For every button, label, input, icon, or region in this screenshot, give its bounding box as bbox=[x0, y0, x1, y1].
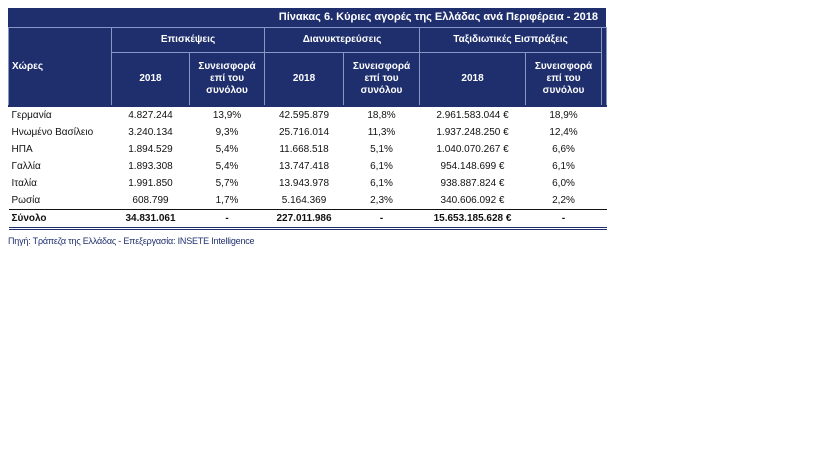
visits-cell: 1.894.529 bbox=[128, 144, 173, 155]
visits-cell: 1.893.308 bbox=[128, 161, 173, 172]
table-row: Ρωσία 608.799 1,7% 5.164.369 2,3% 340.60… bbox=[9, 192, 607, 210]
receipts-share-cell: 12,4% bbox=[549, 127, 578, 138]
receipts-year-header: 2018 bbox=[419, 52, 527, 107]
country-cell: Ιταλία bbox=[11, 178, 37, 189]
nights-share-cell: 11,3% bbox=[367, 127, 396, 138]
nights-share-cell: 5,1% bbox=[370, 144, 393, 155]
visits-year-header: 2018 bbox=[111, 52, 190, 107]
total-visits-cell: 34.831.061 bbox=[111, 209, 190, 230]
market-table-sheet: Πίνακας 6. Κύριες αγορές της Ελλάδας ανά… bbox=[8, 8, 608, 230]
visits-cell: 1.991.850 bbox=[128, 178, 173, 189]
nights-share-cell: 2,3% bbox=[370, 195, 393, 206]
country-cell: Γαλλία bbox=[11, 161, 41, 172]
table-row: Ιταλία 1.991.850 5,7% 13.943.978 6,1% 93… bbox=[9, 175, 607, 192]
receipts-share-header: Συνεισφορά επί του συνόλου bbox=[525, 52, 603, 107]
nights-group-header: Διανυκτερεύσεις bbox=[264, 27, 421, 53]
nights-share-cell: 6,1% bbox=[370, 161, 393, 172]
cut-cell bbox=[601, 105, 607, 124]
nights-cell: 42.595.879 bbox=[264, 105, 344, 124]
nights-share-header: Συνεισφορά επί του συνόλου bbox=[343, 52, 421, 107]
receipts-group-header: Ταξιδιωτικές Εισπράξεις bbox=[419, 27, 603, 53]
receipts-share-cell: 6,6% bbox=[552, 144, 575, 155]
country-column-header: Χώρες bbox=[8, 27, 112, 107]
total-nights-share-cell: - bbox=[343, 209, 420, 230]
visits-share-cell: 1,7% bbox=[215, 195, 239, 206]
total-visits-share-cell: - bbox=[189, 209, 265, 230]
table-row: Ηνωμένο Βασίλειο 3.240.134 9,3% 25.716.0… bbox=[9, 124, 607, 141]
visits-cell: 608.799 bbox=[132, 195, 169, 206]
receipts-cell: 1.937.248.250 € bbox=[436, 127, 509, 138]
country-cell: ΗΠΑ bbox=[11, 144, 33, 155]
country-cell: Ηνωμένο Βασίλειο bbox=[11, 127, 94, 138]
cut-cell bbox=[602, 192, 607, 210]
visits-group-header: Επισκέψεις bbox=[110, 27, 266, 53]
total-receipts-cell: 15.653.185.628 € bbox=[419, 209, 526, 230]
receipts-cell: 340.606.092 € bbox=[440, 195, 505, 206]
nights-cell: 11.668.518 bbox=[279, 144, 329, 155]
cut-cell bbox=[601, 209, 607, 230]
visits-share-cell: 5,4% bbox=[215, 161, 239, 172]
receipts-share-cell: 6,1% bbox=[552, 161, 575, 172]
visits-share-cell: 13,9% bbox=[189, 105, 265, 124]
table-row: Γερμανία 4.827.244 13,9% 42.595.879 18,8… bbox=[8, 105, 607, 124]
cut-cell bbox=[602, 141, 607, 158]
markets-table: Χώρες Επισκέψεις Διανυκτερεύσεις Ταξιδιω… bbox=[8, 27, 608, 230]
cut-cell bbox=[602, 124, 607, 141]
receipts-share-cell: 6,0% bbox=[552, 178, 575, 189]
receipts-share-cell: 2,2% bbox=[552, 195, 575, 206]
visits-share-cell: 9,3% bbox=[215, 127, 239, 138]
total-receipts-share-cell: - bbox=[525, 209, 602, 230]
total-label-cell: Σύνολο bbox=[8, 209, 112, 230]
table-row: ΗΠΑ 1.894.529 5,4% 11.668.518 5,1% 1.040… bbox=[9, 141, 607, 158]
total-nights-cell: 227.011.986 bbox=[264, 209, 344, 230]
nights-share-cell: 18,8% bbox=[343, 105, 420, 124]
nights-share-cell: 6,1% bbox=[370, 178, 393, 189]
cut-column-header bbox=[601, 27, 608, 107]
receipts-share-cell: 18,9% bbox=[525, 105, 602, 124]
table-row: Γαλλία 1.893.308 5,4% 13.747.418 6,1% 95… bbox=[9, 158, 607, 175]
country-cell: Ρωσία bbox=[11, 195, 41, 206]
nights-cell: 13.747.418 bbox=[278, 161, 330, 172]
receipts-cell: 2.961.583.044 € bbox=[419, 105, 526, 124]
visits-cell: 3.240.134 bbox=[128, 127, 173, 138]
receipts-cell: 938.887.824 € bbox=[440, 178, 505, 189]
total-row: Σύνολο 34.831.061 - 227.011.986 - 15.653… bbox=[8, 209, 607, 230]
visits-cell: 4.827.244 bbox=[111, 105, 190, 124]
visits-share-cell: 5,4% bbox=[215, 144, 239, 155]
source-note: Πηγή: Τράπεζα της Ελλάδας - Επεξεργασία:… bbox=[8, 236, 255, 246]
receipts-cell: 954.148.699 € bbox=[440, 161, 505, 172]
country-cell: Γερμανία bbox=[8, 105, 112, 124]
cut-cell bbox=[602, 175, 607, 192]
receipts-cell: 1.040.070.267 € bbox=[436, 144, 509, 155]
nights-cell: 25.716.014 bbox=[278, 127, 330, 138]
visits-share-header: Συνεισφορά επί του συνόλου bbox=[188, 52, 266, 107]
visits-share-cell: 5,7% bbox=[215, 178, 239, 189]
nights-cell: 5.164.369 bbox=[281, 195, 327, 206]
nights-cell: 13.943.978 bbox=[278, 178, 330, 189]
nights-year-header: 2018 bbox=[264, 52, 345, 107]
cut-cell bbox=[602, 158, 607, 175]
table-title: Πίνακας 6. Κύριες αγορές της Ελλάδας ανά… bbox=[8, 8, 606, 27]
